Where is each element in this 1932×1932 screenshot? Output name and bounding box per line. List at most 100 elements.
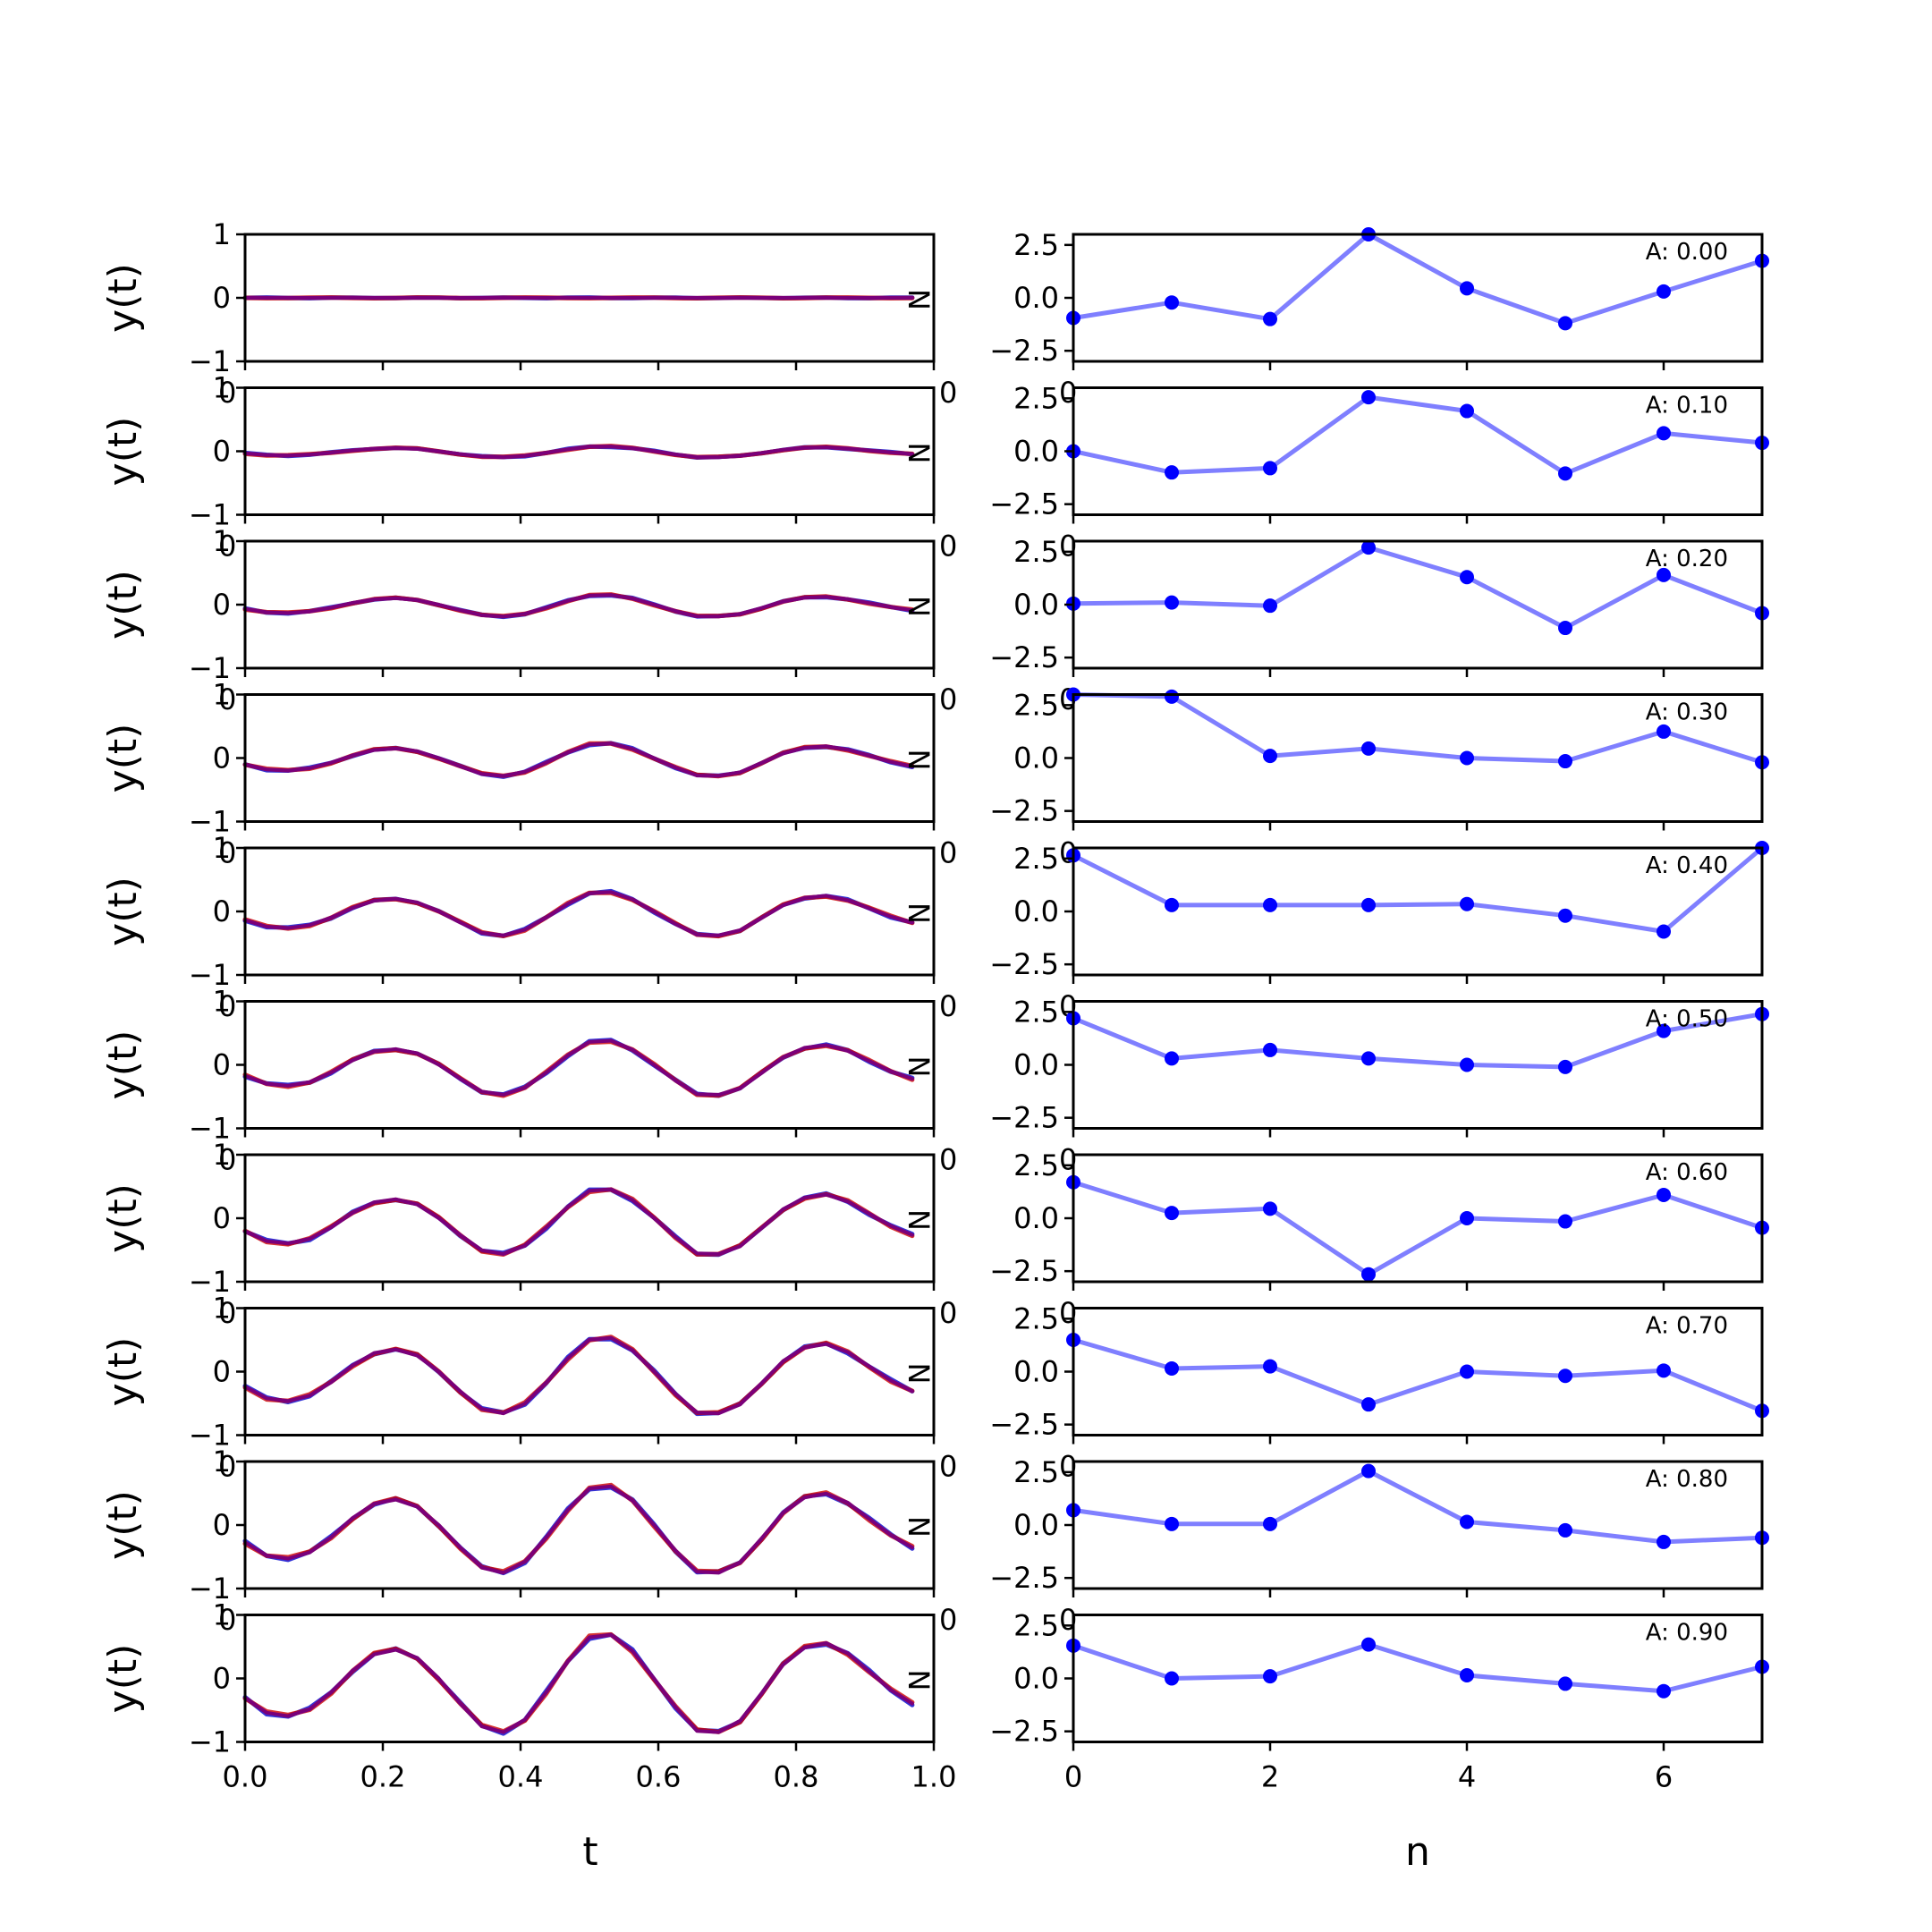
left-ytick-label: −1 xyxy=(189,651,231,685)
right-ytick-label: −2.5 xyxy=(989,1101,1059,1135)
left-series-line-2 xyxy=(243,445,914,460)
right-series-line xyxy=(1072,1012,1763,1070)
left-overlapped-tick-fragment: 0 xyxy=(218,1450,236,1484)
right-data-point xyxy=(1558,754,1572,769)
right-panel-2: 2.50.0−2.50A: 0.20 xyxy=(989,535,1769,716)
right-ytick-label: 2.5 xyxy=(1013,842,1059,876)
right-series-line xyxy=(1072,1180,1763,1277)
left-series-line-2 xyxy=(243,1187,914,1256)
right-data-point xyxy=(1657,924,1671,939)
right-data-point xyxy=(1165,1051,1179,1066)
right-panel-3: 2.50.0−2.50A: 0.30 xyxy=(989,687,1769,870)
right-ytick-label: 2.5 xyxy=(1013,995,1059,1029)
right-xtick-label: 4 xyxy=(1458,1760,1476,1794)
left-x-axis-label: t xyxy=(582,1829,597,1875)
left-ytick-label: −1 xyxy=(189,1112,231,1146)
left-xtick-label: 0.6 xyxy=(636,1760,682,1794)
right-data-point xyxy=(1657,1363,1671,1378)
left-ytick-label: −1 xyxy=(189,958,231,992)
right-ytick-label: 0.0 xyxy=(1013,1662,1059,1696)
left-corner-letter: N xyxy=(902,1670,936,1691)
right-data-point xyxy=(1657,1023,1671,1038)
right-data-point xyxy=(1165,689,1179,704)
left-overlapped-tick-fragment: 0 xyxy=(218,836,236,870)
amplitude-annotation: A: 0.60 xyxy=(1646,1159,1728,1186)
left-overlapped-tick-fragment: 0 xyxy=(939,1603,957,1637)
left-corner-letter: N xyxy=(902,1209,936,1231)
left-ytick-label: −1 xyxy=(189,344,231,378)
left-overlapped-tick-fragment: 0 xyxy=(939,836,957,870)
left-overlapped-tick-fragment: 0 xyxy=(939,376,957,410)
left-ytick-label: −1 xyxy=(189,1572,231,1606)
right-ytick-label: 2.5 xyxy=(1013,381,1059,415)
right-data-point xyxy=(1165,1671,1179,1686)
right-data-point xyxy=(1263,1669,1277,1684)
right-ytick-label: 2.5 xyxy=(1013,228,1059,262)
left-y-axis-label: y(t) xyxy=(100,1644,146,1714)
right-data-point xyxy=(1558,908,1572,923)
right-ytick-label: 0.0 xyxy=(1013,1201,1059,1235)
left-ytick-label: 0 xyxy=(213,1201,231,1235)
left-corner-letter: N xyxy=(902,750,936,771)
left-ytick-label: −1 xyxy=(189,1419,231,1453)
right-ytick-label: −2.5 xyxy=(989,1408,1059,1442)
right-data-point xyxy=(1165,295,1179,310)
right-ytick-label: −2.5 xyxy=(989,487,1059,521)
left-ytick-label: 1 xyxy=(213,985,231,1019)
right-data-point xyxy=(1361,540,1376,555)
left-series-line-2 xyxy=(243,593,914,619)
left-ytick-label: 1 xyxy=(213,1598,231,1632)
left-y-axis-label: y(t) xyxy=(100,263,146,333)
left-y-axis-label: y(t) xyxy=(100,877,146,946)
right-panel-0: 2.50.0−2.50A: 0.00 xyxy=(989,227,1769,410)
left-series-line-2 xyxy=(243,1038,914,1097)
left-ytick-label: 0 xyxy=(213,1508,231,1542)
left-overlapped-tick-fragment: 0 xyxy=(218,989,236,1023)
right-panel-6: 2.50.0−2.50A: 0.60 xyxy=(989,1148,1769,1330)
right-panel-9: 2.5 0.0 −2.50 2 4 6 A: 0.90 xyxy=(989,1608,1769,1794)
right-series-line xyxy=(1072,692,1763,765)
right-series-line xyxy=(1072,232,1763,326)
left-overlapped-tick-fragment: 0 xyxy=(939,1143,957,1177)
right-data-point xyxy=(1558,466,1572,481)
right-data-point xyxy=(1558,1676,1572,1691)
right-x-axis-label: n xyxy=(1405,1829,1430,1875)
right-data-point xyxy=(1165,1360,1179,1376)
left-corner-letter: N xyxy=(902,443,936,464)
left-ytick-label: 0 xyxy=(213,1662,231,1696)
right-data-point xyxy=(1263,461,1277,476)
left-series-line-2 xyxy=(243,890,914,937)
left-ytick-label: 1 xyxy=(213,678,231,712)
right-data-point xyxy=(1361,897,1376,912)
left-corner-letter: N xyxy=(902,1056,936,1078)
right-data-point xyxy=(1165,595,1179,610)
left-corner-letter: N xyxy=(902,596,936,617)
left-ytick-label: 0 xyxy=(213,435,231,469)
right-xtick-label: 6 xyxy=(1655,1760,1673,1794)
left-overlapped-tick-fragment: 0 xyxy=(218,1296,236,1330)
right-panel-1: 2.50.0−2.50A: 0.10 xyxy=(989,381,1769,564)
left-ytick-label: 1 xyxy=(213,371,231,405)
left-y-axis-label: y(t) xyxy=(100,1337,146,1407)
right-ytick-label: 0.0 xyxy=(1013,894,1059,928)
right-ytick-label: 2.5 xyxy=(1013,1148,1059,1182)
right-data-point xyxy=(1657,284,1671,299)
left-ytick-label: −1 xyxy=(189,805,231,839)
amplitude-annotation: A: 0.10 xyxy=(1646,393,1728,419)
right-data-point xyxy=(1263,1042,1277,1057)
right-series-line xyxy=(1072,846,1764,934)
right-ytick-label: −2.5 xyxy=(989,1715,1059,1749)
left-xtick-label: 0.4 xyxy=(498,1760,544,1794)
left-ytick-label: −1 xyxy=(189,1725,231,1759)
left-ytick-label: −1 xyxy=(189,1265,231,1299)
right-series-line xyxy=(1072,1469,1763,1545)
left-ytick-label: 0 xyxy=(213,588,231,622)
right-panel-5: 2.50.0−2.50A: 0.50 xyxy=(989,995,1769,1177)
right-data-point xyxy=(1460,570,1474,585)
